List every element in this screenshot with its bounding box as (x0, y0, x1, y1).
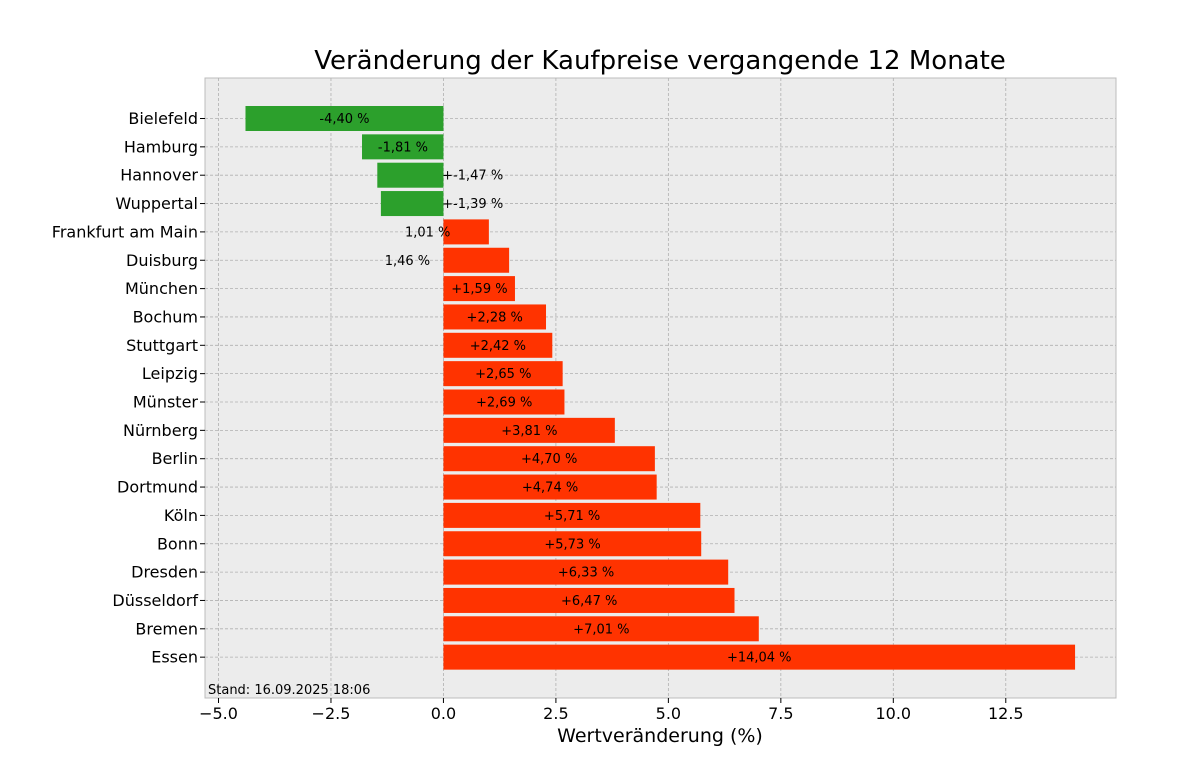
y-tick-label: Wuppertal (115, 194, 198, 213)
y-axis-ticks: Bielefeld Hamburg Hannover Wuppertal Frankfu… (52, 109, 205, 667)
bar-münchen (443, 276, 515, 302)
bar-essen (443, 644, 1076, 670)
y-tick-label: Essen (151, 648, 198, 667)
y-tick-label: Hannover (120, 166, 198, 185)
data-label: 1,46 % (385, 254, 430, 269)
data-label: +5,73 % (544, 537, 600, 552)
y-tick-label: Bonn (157, 534, 198, 553)
bar-bonn (443, 531, 702, 557)
bar-düsseldorf (443, 587, 735, 613)
data-label: +2,65 % (475, 367, 531, 382)
bar-bochum (443, 304, 547, 330)
x-tick-label: 12.5 (988, 704, 1024, 723)
bar-hannover (377, 162, 444, 188)
y-tick-label: Bremen (135, 619, 198, 638)
data-label: +6,47 % (561, 594, 617, 609)
bar-leipzig (443, 361, 563, 387)
y-tick-label: Leipzig (142, 364, 198, 383)
y-tick-label: Nürnberg (123, 421, 198, 440)
x-tick-label: 2.5 (543, 704, 568, 723)
x-tick-label: 5.0 (656, 704, 681, 723)
data-label: +-1,39 % (442, 197, 503, 212)
data-label: +3,81 % (501, 424, 557, 439)
x-tick-label: −2.5 (312, 704, 351, 723)
data-label: +1,59 % (451, 282, 507, 297)
bar-berlin (443, 446, 655, 472)
data-label: +5,71 % (544, 509, 600, 524)
x-tick-label: −5.0 (199, 704, 238, 723)
bar-köln (443, 502, 701, 528)
y-tick-label: Bielefeld (128, 109, 198, 128)
data-label: +6,33 % (558, 566, 614, 581)
data-label: +14,04 % (727, 651, 792, 666)
bar-nürnberg (443, 417, 615, 443)
bar-münster (443, 389, 565, 415)
y-tick-label: Köln (164, 506, 198, 525)
x-axis-title: Wertveränderung (%) (557, 725, 763, 747)
x-tick-label: 7.5 (768, 704, 793, 723)
bar-hamburg (362, 134, 444, 160)
y-tick-label: Dresden (131, 563, 198, 582)
x-tick-label: 10.0 (875, 704, 911, 723)
footnote: Stand: 16.09.2025 18:06 (208, 683, 370, 698)
bar-bielefeld (245, 106, 444, 131)
bar-duisburg (443, 247, 510, 273)
x-tick-label: 0.0 (431, 704, 456, 723)
y-tick-label: Stuttgart (126, 336, 198, 355)
chart-title: Veränderung der Kaufpreise vergangende 1… (314, 46, 1006, 76)
data-label: +4,70 % (521, 452, 577, 467)
bar-wuppertal (380, 191, 444, 217)
y-tick-label: Münster (133, 393, 199, 412)
y-tick-label: Duisburg (126, 251, 198, 270)
x-axis-ticks: −5.0 −2.5 0.0 2.5 5.0 7.5 10.0 12.5 (199, 698, 1024, 723)
bar-dortmund (443, 474, 657, 500)
data-label: -4,40 % (319, 112, 369, 127)
bar-frankfurt-am-main (443, 219, 489, 245)
data-label: +2,28 % (467, 310, 523, 325)
y-tick-label: Bochum (133, 307, 198, 326)
y-tick-label: Berlin (152, 449, 198, 468)
y-tick-label: Hamburg (124, 137, 198, 156)
data-label: +2,42 % (470, 339, 526, 354)
data-labels: -4,40 % -1,81 % +-1,47 % +-1,39 % 1,01 % 1,46… (319, 112, 791, 666)
bar-dresden (443, 559, 729, 585)
data-label: 1,01 % (405, 225, 450, 240)
y-tick-label: Dortmund (117, 478, 198, 497)
y-tick-label: München (125, 279, 198, 298)
data-label: +-1,47 % (442, 169, 503, 184)
data-label: +4,74 % (522, 481, 578, 496)
data-label: +2,69 % (476, 396, 532, 411)
bars (245, 106, 1076, 670)
bar-bremen (443, 616, 759, 642)
data-label: -1,81 % (378, 140, 428, 155)
data-label: +7,01 % (573, 622, 629, 637)
bar-stuttgart (443, 332, 553, 358)
y-tick-label: Frankfurt am Main (52, 222, 198, 241)
y-tick-label: Düsseldorf (112, 591, 198, 610)
